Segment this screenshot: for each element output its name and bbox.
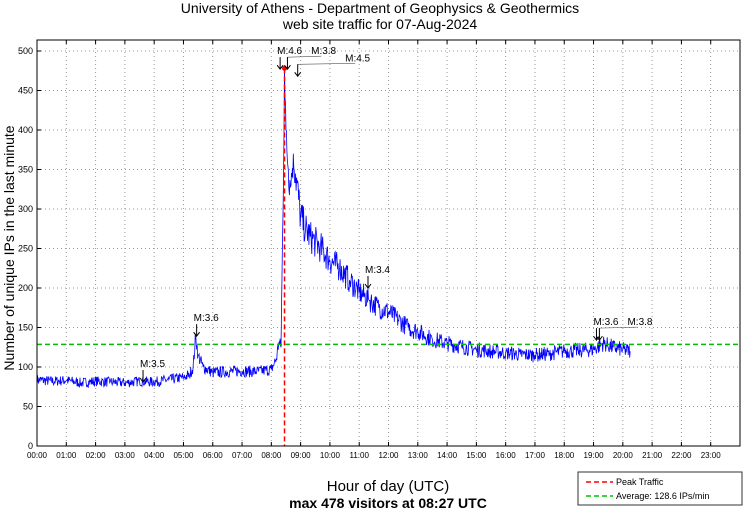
- earthquake-annotation-label: M:4.6: [277, 46, 302, 57]
- y-tick-label: 350: [18, 165, 33, 175]
- x-tick-label: 07:00: [232, 451, 253, 460]
- x-tick-label: 04:00: [144, 451, 165, 460]
- earthquake-annotation-label: M:3.4: [365, 265, 390, 276]
- y-tick-label: 0: [28, 441, 33, 451]
- x-tick-label: 09:00: [291, 451, 312, 460]
- x-axis-sublabel: max 478 visitors at 08:27 UTC: [289, 495, 487, 511]
- y-tick-label: 200: [18, 283, 33, 293]
- x-tick-label: 20:00: [613, 451, 634, 460]
- earthquake-annotation-label: M:3.5: [140, 359, 165, 370]
- x-tick-label: 23:00: [701, 451, 722, 460]
- x-tick-label: 11:00: [349, 451, 369, 460]
- x-tick-label: 19:00: [584, 451, 605, 460]
- earthquake-annotation-label: M:3.8: [627, 317, 652, 328]
- x-tick-label: 00:00: [27, 451, 48, 460]
- y-tick-label: 100: [18, 362, 33, 372]
- x-tick-label: 14:00: [437, 451, 458, 460]
- y-axis-label: Number of unique IPs in the last minute: [1, 125, 17, 370]
- down-arrow-icon: [294, 64, 302, 78]
- down-arrow-icon: [139, 370, 147, 383]
- legend-box: [577, 471, 743, 506]
- x-tick-label: 06:00: [203, 451, 224, 460]
- down-arrow-icon: [284, 57, 291, 70]
- x-tick-label: 18:00: [554, 451, 575, 460]
- down-arrow-icon: [596, 328, 603, 341]
- y-tick-label: 50: [23, 402, 33, 412]
- x-tick-label: 08:00: [261, 451, 282, 460]
- annotation-leader-line: [599, 326, 638, 329]
- x-tick-label: 10:00: [320, 451, 341, 460]
- y-tick-label: 450: [18, 86, 33, 96]
- x-tick-label: 17:00: [525, 451, 546, 460]
- x-tick-label: 01:00: [56, 451, 77, 460]
- x-tick-label: 03:00: [115, 451, 136, 460]
- x-tick-label: 13:00: [408, 451, 429, 460]
- earthquake-annotation-label: M:3.6: [194, 313, 219, 324]
- down-arrow-icon: [193, 324, 201, 338]
- x-tick-label: 21:00: [642, 451, 663, 460]
- down-arrow-icon: [276, 57, 284, 70]
- x-tick-label: 05:00: [173, 451, 194, 460]
- annotation-leader-line: [287, 55, 322, 58]
- legend-average-label: Average: 128.6 IPs/min: [616, 491, 709, 501]
- earthquake-annotation-label: M:3.6: [593, 317, 618, 328]
- x-tick-label: 02:00: [86, 451, 107, 460]
- x-tick-label: 22:00: [671, 451, 692, 460]
- down-arrow-icon: [364, 275, 372, 289]
- y-tick-label: 250: [18, 244, 33, 254]
- x-tick-label: 16:00: [496, 451, 517, 460]
- x-tick-label: 15:00: [466, 451, 487, 460]
- x-axis-label: Hour of day (UTC): [327, 478, 450, 495]
- y-tick-label: 150: [18, 323, 33, 333]
- y-tick-label: 400: [18, 125, 33, 135]
- chart-subtitle: web site traffic for 07-Aug-2024: [282, 16, 478, 32]
- x-tick-label: 12:00: [378, 451, 399, 460]
- traffic-series-line: [36, 68, 631, 389]
- legend: Peak Traffic Average: 128.6 IPs/min: [577, 471, 743, 506]
- earthquake-annotation-label: M:3.8: [311, 46, 336, 57]
- annotation-leader-line: [297, 62, 356, 65]
- y-tick-label: 500: [18, 46, 33, 56]
- earthquake-annotation-label: M:4.5: [345, 53, 370, 64]
- chart-title: University of Athens - Department of Geo…: [181, 0, 579, 16]
- legend-peak-label: Peak Traffic: [616, 477, 664, 487]
- down-arrow-icon: [593, 328, 600, 341]
- y-tick-label: 300: [18, 204, 33, 214]
